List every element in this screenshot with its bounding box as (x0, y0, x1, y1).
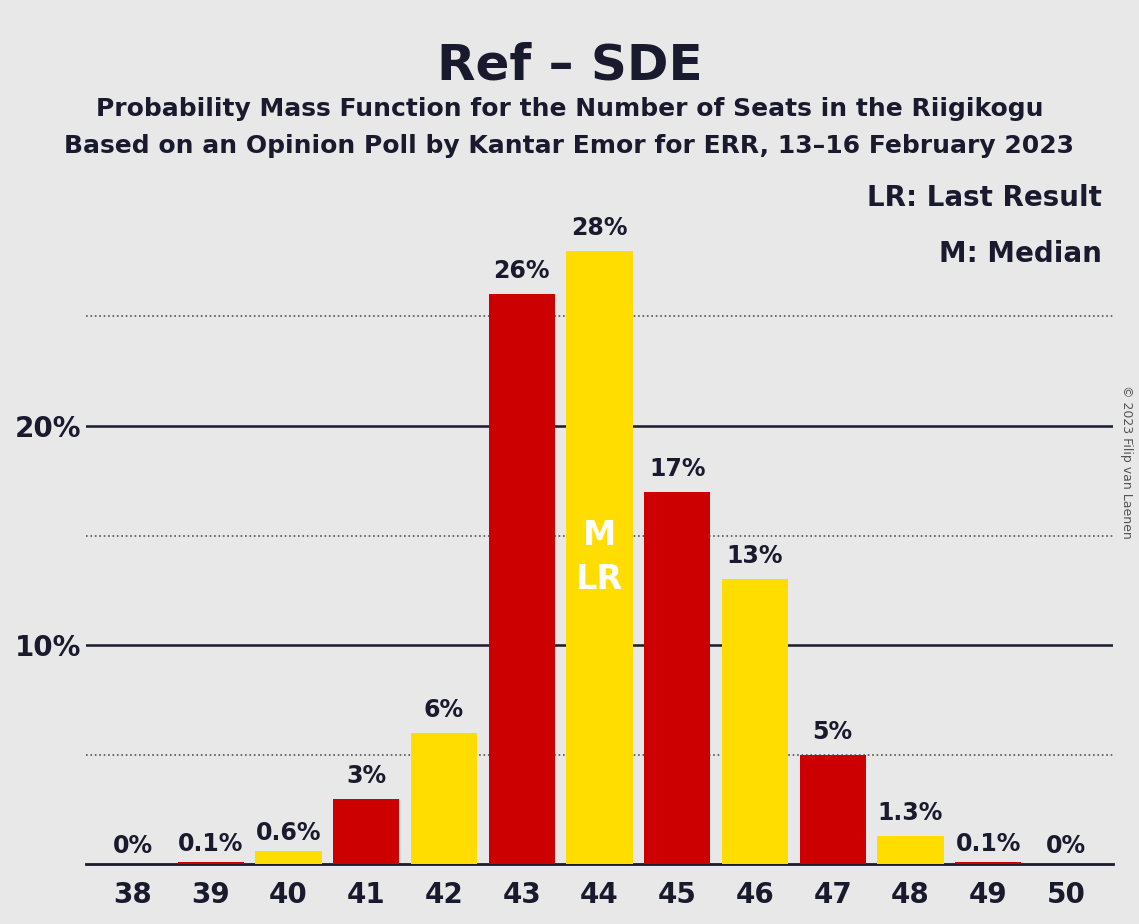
Text: 0%: 0% (113, 833, 153, 857)
Text: 17%: 17% (649, 456, 705, 480)
Text: 13%: 13% (727, 544, 784, 568)
Bar (645, 492, 711, 864)
Text: 5%: 5% (812, 720, 853, 744)
Text: 1.3%: 1.3% (878, 801, 943, 825)
Text: 6%: 6% (424, 698, 464, 722)
Bar (255, 851, 321, 864)
Text: 0.1%: 0.1% (178, 832, 244, 856)
Bar (566, 250, 632, 864)
Text: 0%: 0% (1046, 833, 1085, 857)
Bar (178, 862, 244, 864)
Bar (411, 733, 477, 864)
Bar (877, 836, 943, 864)
Text: © 2023 Filip van Laenen: © 2023 Filip van Laenen (1121, 385, 1133, 539)
Text: 0.6%: 0.6% (256, 821, 321, 845)
Text: Probability Mass Function for the Number of Seats in the Riigikogu: Probability Mass Function for the Number… (96, 97, 1043, 121)
Text: M: Median: M: Median (940, 240, 1103, 268)
Bar (956, 862, 1022, 864)
Text: Based on an Opinion Poll by Kantar Emor for ERR, 13–16 February 2023: Based on an Opinion Poll by Kantar Emor … (65, 134, 1074, 158)
Text: M
LR: M LR (576, 519, 623, 596)
Text: 0.1%: 0.1% (956, 832, 1021, 856)
Text: 28%: 28% (572, 215, 628, 239)
Text: 3%: 3% (346, 763, 386, 787)
Text: LR: Last Result: LR: Last Result (868, 184, 1103, 212)
Bar (800, 755, 866, 864)
Bar (722, 579, 788, 864)
Bar (489, 295, 555, 864)
Text: Ref – SDE: Ref – SDE (436, 42, 703, 90)
Text: 26%: 26% (493, 260, 550, 284)
Bar (334, 798, 400, 864)
